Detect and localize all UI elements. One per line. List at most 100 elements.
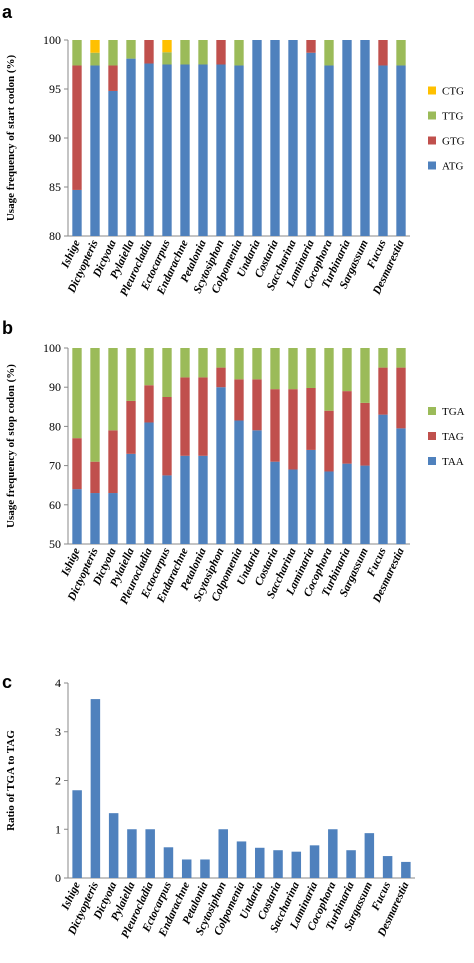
bar-segment xyxy=(216,387,226,544)
bar-segment xyxy=(252,379,262,431)
bar-segment xyxy=(198,40,208,65)
bar-segment xyxy=(288,348,298,390)
bar xyxy=(90,699,101,878)
bar-segment xyxy=(234,65,244,236)
bar-segment xyxy=(216,367,226,388)
bar-segment xyxy=(270,348,280,390)
y-axis-label: Usage frequency of start codon (%) xyxy=(5,55,17,222)
bar-segment xyxy=(378,367,388,415)
bar-segment xyxy=(306,52,316,236)
bar-segment xyxy=(180,377,190,456)
bar-segment xyxy=(234,348,244,380)
bar-segment xyxy=(216,348,226,368)
panel-label: b xyxy=(2,318,13,338)
bar-segment xyxy=(306,387,316,450)
bar-segment xyxy=(324,410,334,472)
y-tick-label: 80 xyxy=(49,419,61,433)
bar-segment xyxy=(288,469,298,544)
bar-segment xyxy=(396,367,406,429)
bar-segment xyxy=(378,414,388,544)
bar-segment xyxy=(234,379,244,421)
legend-swatch xyxy=(428,407,436,415)
bar-segment xyxy=(198,455,208,544)
bar-segment xyxy=(144,348,154,386)
bar-segment xyxy=(90,40,100,53)
bar-segment xyxy=(90,348,100,462)
bar-segment xyxy=(72,489,82,544)
bar-segment xyxy=(324,40,334,66)
y-tick-label: 3 xyxy=(55,725,61,739)
y-tick-label: 4 xyxy=(55,676,61,690)
bar-segment xyxy=(234,420,244,544)
bar xyxy=(218,829,228,878)
legend-label: TAA xyxy=(442,456,464,468)
legend-swatch xyxy=(428,457,436,465)
bar xyxy=(127,829,137,878)
bar-segment xyxy=(72,348,82,439)
bar xyxy=(291,851,302,878)
y-tick-label: 60 xyxy=(49,498,61,512)
bar-segment xyxy=(198,348,208,378)
legend-label: GTG xyxy=(442,136,465,148)
bar-segment xyxy=(126,58,136,237)
legend-swatch xyxy=(428,86,436,95)
bar-segment xyxy=(306,40,316,53)
bar xyxy=(309,845,320,878)
bar-segment xyxy=(396,40,406,66)
bar-segment xyxy=(288,40,298,236)
bar-segment xyxy=(180,455,190,544)
y-axis-label: Ratio of TGA to TAG xyxy=(5,730,17,831)
bar-segment xyxy=(180,348,190,378)
bar-segment xyxy=(90,493,100,544)
legend-label: TTG xyxy=(442,111,463,123)
legend-label: ATG xyxy=(442,161,463,173)
legend-label: CTG xyxy=(442,86,464,98)
bar-segment xyxy=(72,65,82,190)
y-tick-label: 1 xyxy=(55,822,61,836)
bar xyxy=(364,833,375,878)
bar-segment xyxy=(126,40,136,59)
bar-segment xyxy=(324,471,334,544)
bar-segment xyxy=(216,64,226,236)
bar-segment xyxy=(144,40,154,64)
bar-segment xyxy=(162,348,172,397)
bar-segment xyxy=(90,65,100,236)
bar-segment xyxy=(342,40,352,236)
bar xyxy=(200,859,210,878)
bar-segment xyxy=(72,438,82,490)
y-tick-label: 2 xyxy=(55,774,61,788)
bar xyxy=(328,829,338,878)
bar-segment xyxy=(342,391,352,464)
bar-segment xyxy=(126,348,136,401)
bar xyxy=(401,861,411,878)
legend-swatch xyxy=(428,432,436,440)
bar-segment xyxy=(72,40,82,66)
y-axis-label: Usage frequency of stop codon (%) xyxy=(5,364,17,528)
bar xyxy=(163,847,174,878)
legend-label: TGA xyxy=(442,406,465,418)
bar-segment xyxy=(108,90,118,237)
bar-segment xyxy=(324,65,334,236)
bar-segment xyxy=(270,389,280,462)
bar-segment xyxy=(198,64,208,236)
bar-segment xyxy=(324,348,334,411)
bar-segment xyxy=(252,348,262,380)
bar xyxy=(72,790,82,878)
bar-segment xyxy=(342,463,352,544)
bar-segment xyxy=(180,64,190,236)
legend-swatch xyxy=(428,111,436,120)
bar-segment xyxy=(342,348,352,392)
bar-segment xyxy=(378,348,388,368)
bar-segment xyxy=(198,377,208,456)
bar-segment xyxy=(360,402,370,466)
y-tick-label: 90 xyxy=(49,131,61,145)
bar-segment xyxy=(108,493,118,544)
bar-segment xyxy=(360,465,370,544)
bar-segment xyxy=(396,65,406,236)
bar-segment xyxy=(180,40,190,65)
bar xyxy=(346,850,356,878)
bar xyxy=(108,813,119,878)
bar-segment xyxy=(252,430,262,544)
legend-swatch xyxy=(428,161,436,170)
